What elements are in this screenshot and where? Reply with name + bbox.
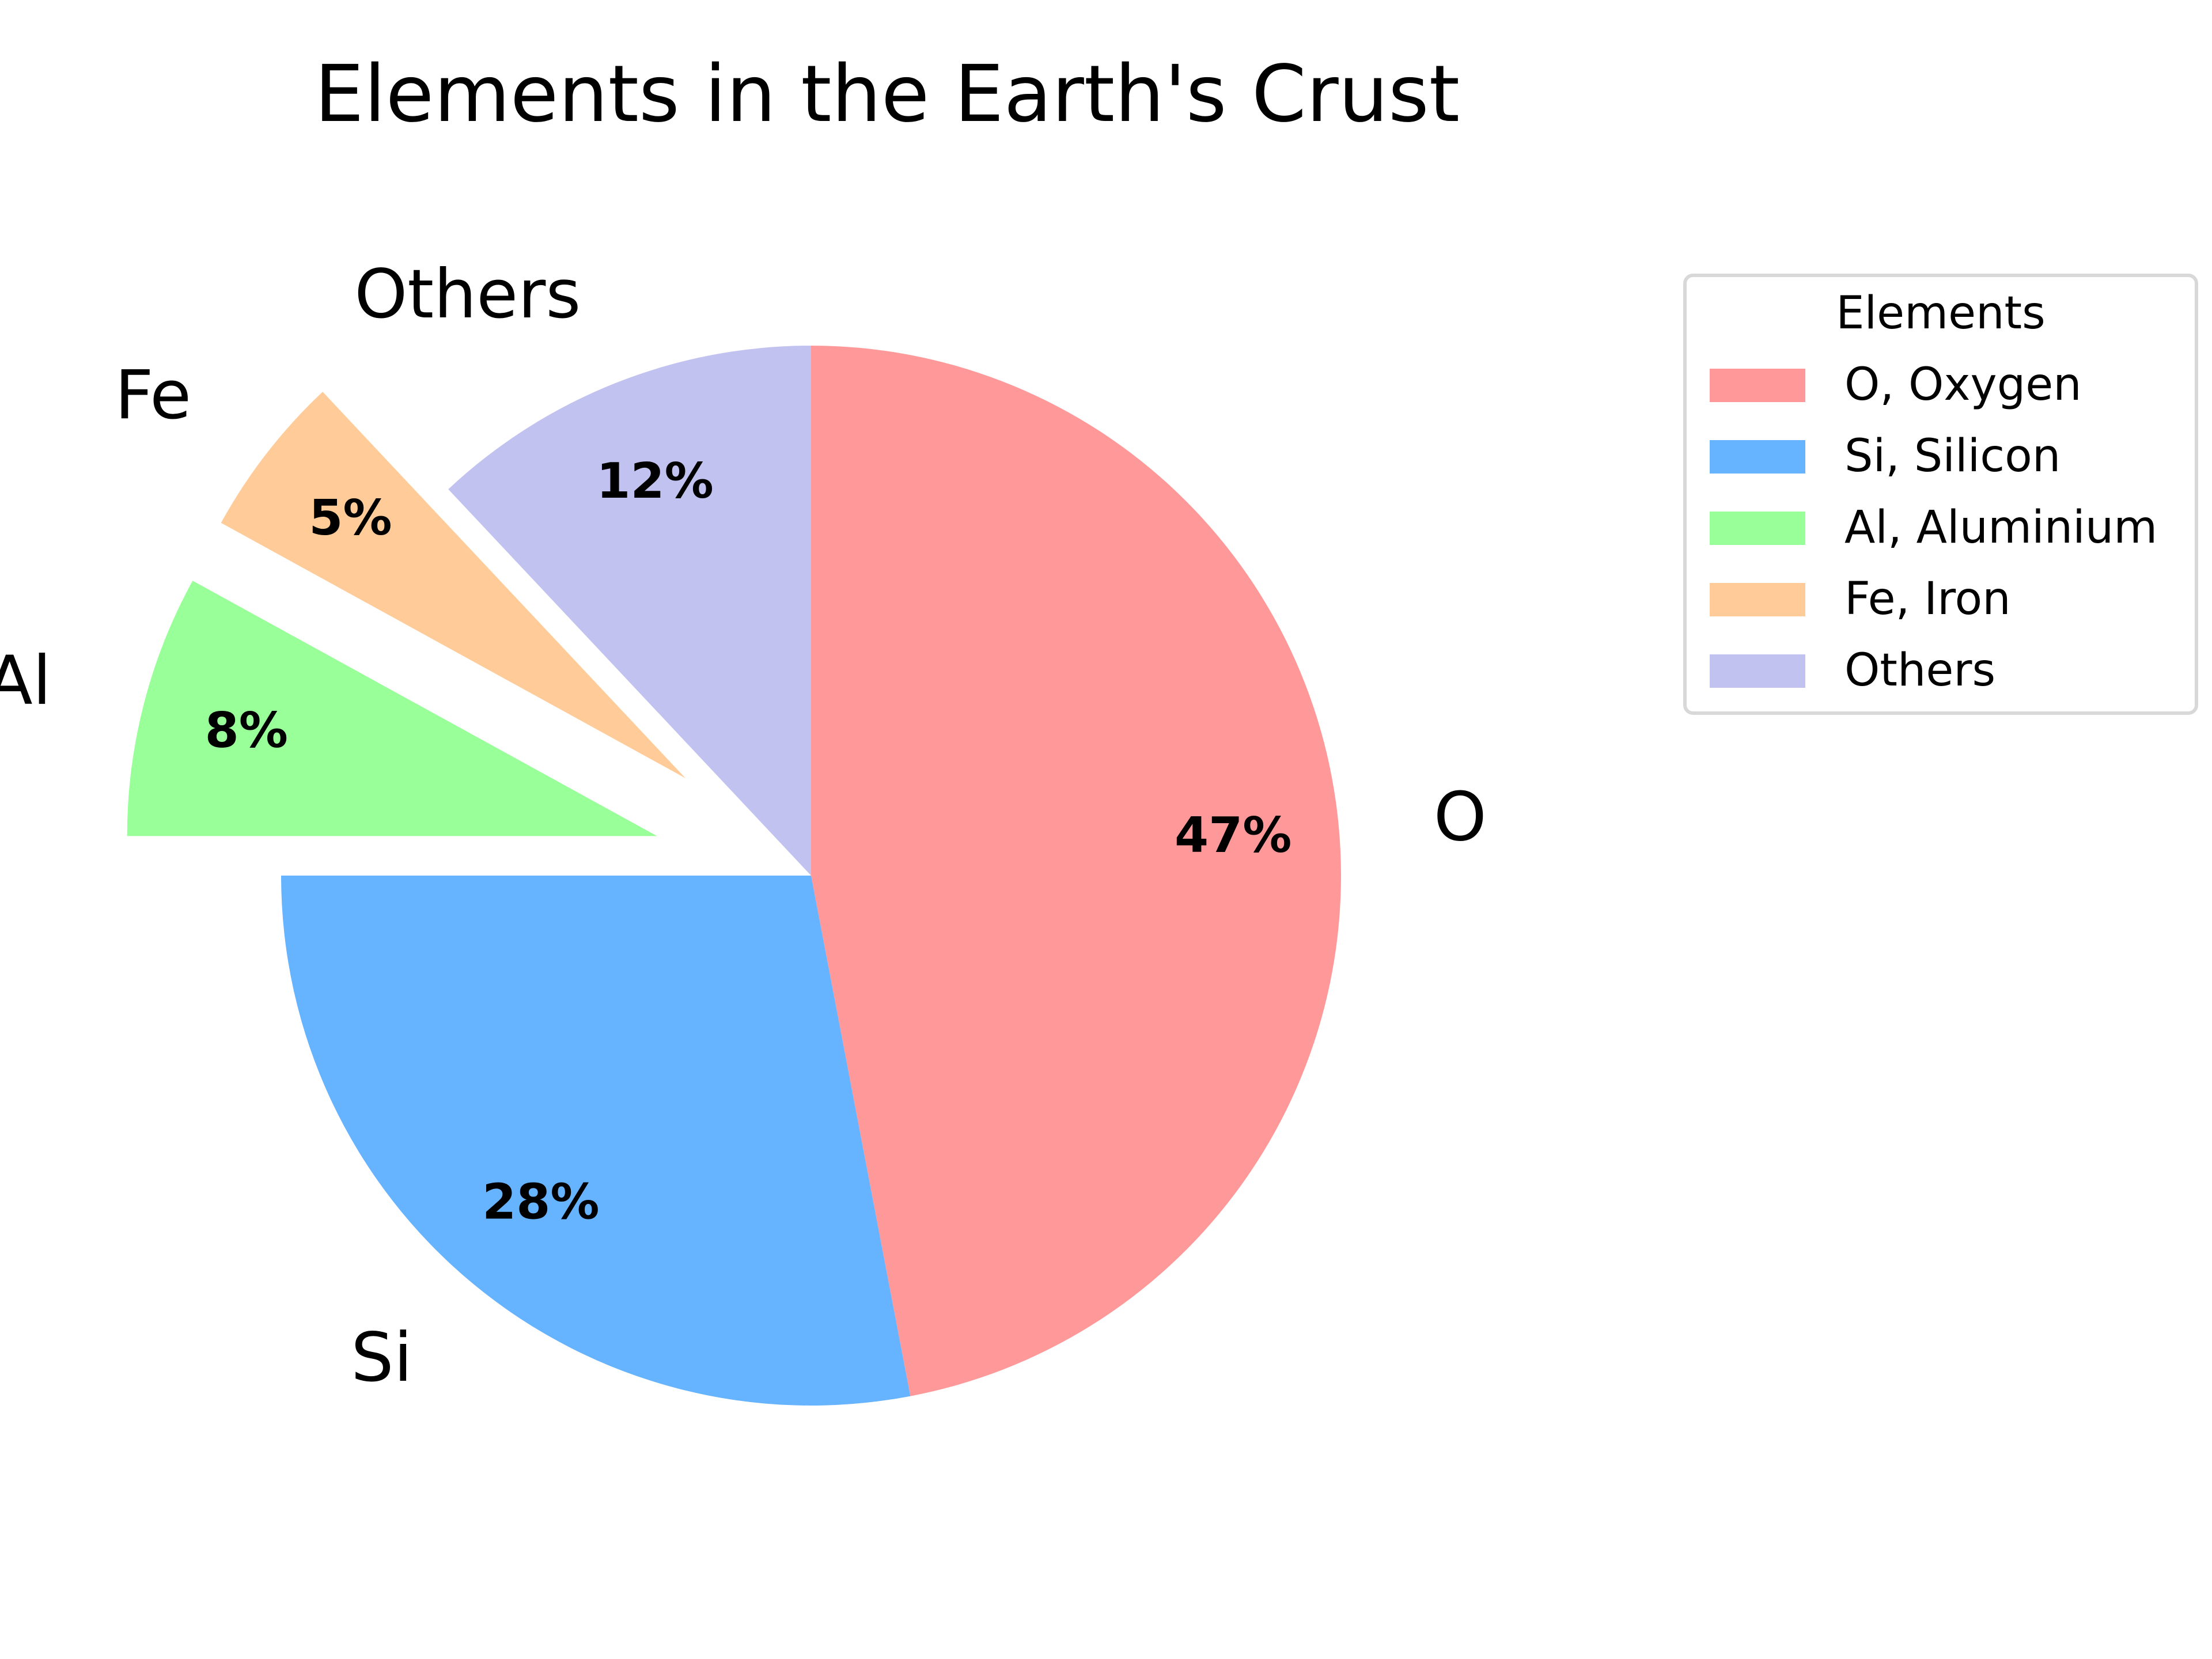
legend-title: Elements	[1836, 287, 2046, 339]
slice-label-si: Si	[351, 1318, 412, 1397]
percent-label-fe: 5%	[309, 490, 392, 547]
pie-slices	[127, 346, 1342, 1406]
pie-slice-labels: O Si Al Fe Others	[0, 255, 1487, 1397]
legend: Elements O, Oxygen Si, Silicon Al, Alumini…	[1683, 274, 2198, 715]
legend-items: O, Oxygen Si, Silicon Al, Aluminium Fe, Iro…	[1710, 359, 2157, 696]
chart-title: Elements in the Earth's Crust	[315, 49, 1460, 140]
legend-label-al: Al, Aluminium	[1844, 502, 2157, 554]
slice-label-o: O	[1434, 777, 1487, 856]
slice-label-others: Others	[354, 255, 581, 334]
legend-label-si: Si, Silicon	[1844, 430, 2061, 482]
legend-swatch-o	[1710, 369, 1805, 402]
pie-percent-labels: 47% 28% 8% 5% 12%	[205, 453, 1292, 1230]
legend-swatch-si	[1710, 440, 1805, 474]
slice-label-fe: Fe	[115, 355, 191, 434]
percent-label-others: 12%	[596, 453, 713, 510]
pie-slice-si	[281, 876, 911, 1406]
legend-label-others: Others	[1844, 645, 1995, 696]
percent-label-o: 47%	[1175, 807, 1291, 864]
legend-label-o: O, Oxygen	[1844, 359, 2082, 411]
legend-label-fe: Fe, Iron	[1844, 573, 2011, 625]
legend-swatch-others	[1710, 654, 1805, 688]
pie-slice-others	[448, 346, 811, 876]
pie-slice-fe	[221, 392, 685, 778]
pie-slice-al	[127, 581, 657, 836]
legend-swatch-al	[1710, 512, 1805, 545]
slice-label-al: Al	[0, 641, 51, 720]
percent-label-al: 8%	[205, 702, 288, 759]
percent-label-si: 28%	[482, 1174, 599, 1231]
legend-frame	[1683, 274, 2198, 715]
legend-swatch-fe	[1710, 583, 1805, 616]
pie-slice-o	[811, 346, 1342, 1396]
